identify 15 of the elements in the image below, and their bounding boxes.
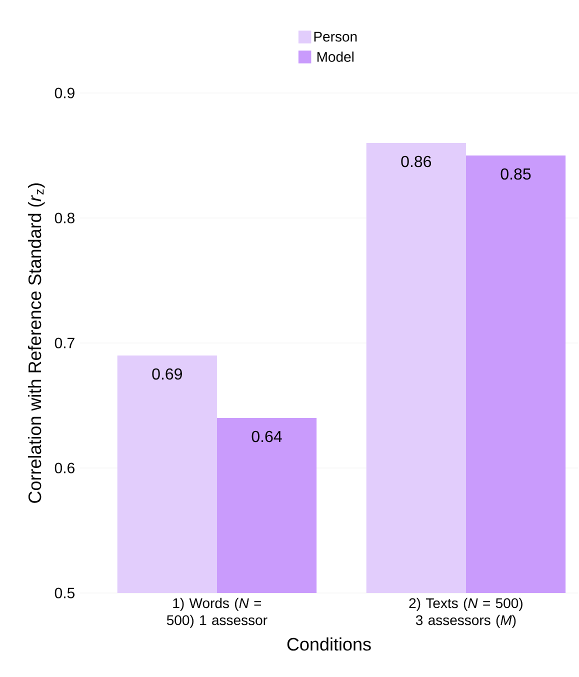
legend-label: Person: [314, 32, 357, 42]
y-tick-label: 0.5: [54, 588, 75, 598]
y-tick-label: 0.9: [54, 88, 74, 98]
data-label: 0.64: [252, 430, 282, 442]
legend-label: Model: [317, 52, 354, 62]
data-label: 0.85: [500, 168, 531, 180]
y-tick-label: 0.8: [54, 212, 74, 224]
y-tick-label: 0.7: [54, 338, 74, 348]
x-axis-title: Conditions: [287, 637, 371, 651]
y-tick-label: 0.6: [54, 462, 74, 474]
data-label: 0.86: [401, 156, 432, 168]
x-tick-label: 2) Texts (N = 500) 3 assessors (M): [409, 598, 522, 628]
x-tick-label: 1) Words (N = 500) 1 assessor: [166, 598, 268, 628]
data-label: 0.69: [152, 368, 182, 380]
y-axis-title: Correlation with Reference Standard (r$_{z}$): [28, 183, 45, 503]
